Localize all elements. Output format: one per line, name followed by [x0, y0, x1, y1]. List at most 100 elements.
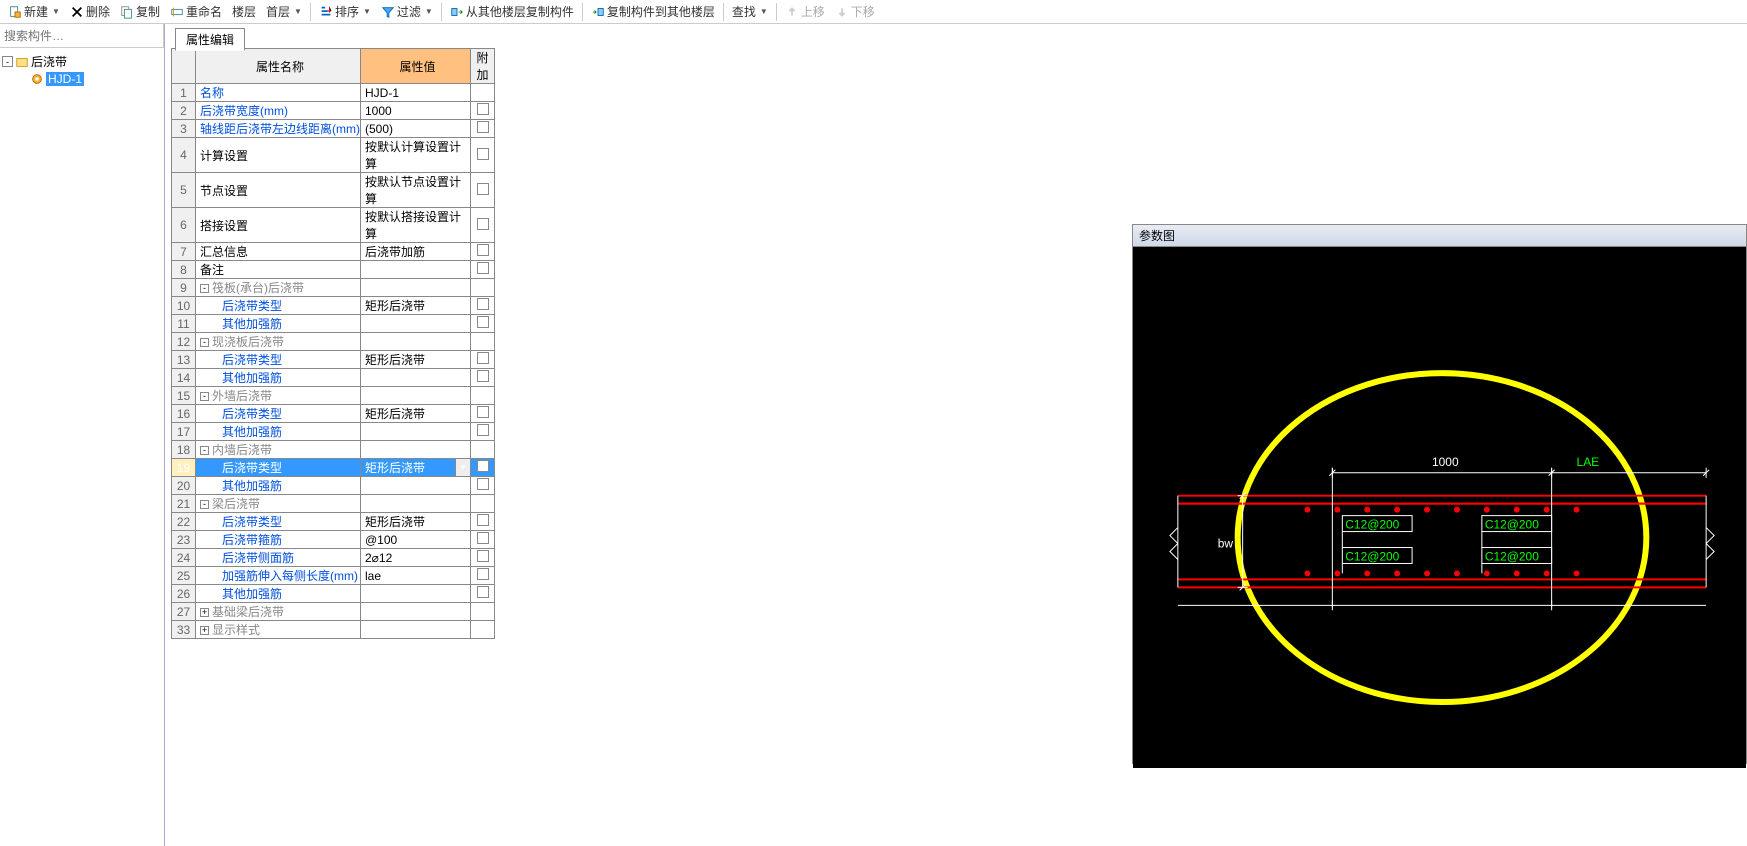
value-cell[interactable]: 1000	[361, 102, 471, 120]
table-row[interactable]: 23后浇带箍筋@100	[172, 531, 495, 549]
checkbox[interactable]	[477, 514, 489, 526]
table-row[interactable]: 2后浇带宽度(mm)1000	[172, 102, 495, 120]
table-row[interactable]: 15-外墙后浇带	[172, 387, 495, 405]
table-row[interactable]: 33+显示样式	[172, 621, 495, 639]
property-tab[interactable]: 属性编辑	[175, 28, 245, 51]
checkbox[interactable]	[477, 121, 489, 133]
table-row[interactable]: 10后浇带类型矩形后浇带	[172, 297, 495, 315]
table-row[interactable]: 16后浇带类型矩形后浇带	[172, 405, 495, 423]
rename-button[interactable]: 重命名	[166, 1, 226, 22]
value-cell[interactable]: HJD-1	[361, 84, 471, 102]
checkbox[interactable]	[477, 298, 489, 310]
move-down-button[interactable]: 下移	[831, 1, 879, 22]
checkbox[interactable]	[477, 218, 489, 230]
filter-button[interactable]: 过滤 ▼	[377, 1, 437, 22]
collapse-icon[interactable]: -	[2, 56, 13, 67]
checkbox[interactable]	[477, 316, 489, 328]
table-row[interactable]: 14其他加强筋	[172, 369, 495, 387]
group-cell[interactable]: -内墙后浇带	[196, 441, 361, 459]
checkbox[interactable]	[477, 244, 489, 256]
copy-button[interactable]: 复制	[116, 1, 164, 22]
value-cell[interactable]: 按默认节点设置计算	[361, 173, 471, 208]
group-cell[interactable]: +基础梁后浇带	[196, 603, 361, 621]
group-cell[interactable]: -现浇板后浇带	[196, 333, 361, 351]
table-row[interactable]: 1名称HJD-1	[172, 84, 495, 102]
value-cell[interactable]	[361, 585, 471, 603]
value-cell[interactable]	[361, 261, 471, 279]
table-row[interactable]: 21-梁后浇带	[172, 495, 495, 513]
copy-to-button[interactable]: 复制构件到其他楼层	[587, 1, 719, 22]
value-cell[interactable]: (500)	[361, 120, 471, 138]
checkbox[interactable]	[477, 352, 489, 364]
value-cell[interactable]: lae	[361, 567, 471, 585]
value-cell[interactable]: @100	[361, 531, 471, 549]
expand-icon[interactable]: +	[200, 608, 209, 617]
table-row[interactable]: 17其他加强筋	[172, 423, 495, 441]
checkbox[interactable]	[477, 550, 489, 562]
copy-from-button[interactable]: 从其他楼层复制构件	[446, 1, 578, 22]
table-row[interactable]: 20其他加强筋	[172, 477, 495, 495]
move-up-button[interactable]: 上移	[781, 1, 829, 22]
table-row[interactable]: 3轴线距后浇带左边线距离(mm)(500)	[172, 120, 495, 138]
checkbox[interactable]	[477, 148, 489, 160]
checkbox[interactable]	[477, 183, 489, 195]
group-cell[interactable]: -筏板(承台)后浇带	[196, 279, 361, 297]
value-cell[interactable]: 矩形后浇带	[361, 297, 471, 315]
sort-button[interactable]: 排序 ▼	[315, 1, 375, 22]
table-row[interactable]: 27+基础梁后浇带	[172, 603, 495, 621]
collapse-icon[interactable]: -	[200, 284, 209, 293]
checkbox[interactable]	[477, 460, 489, 472]
checkbox[interactable]	[477, 568, 489, 580]
table-row[interactable]: 11其他加强筋	[172, 315, 495, 333]
new-button[interactable]: 新建 ▼	[4, 1, 64, 22]
floor-button[interactable]: 楼层	[228, 1, 260, 22]
table-row[interactable]: 13后浇带类型矩形后浇带	[172, 351, 495, 369]
table-row[interactable]: 12-现浇板后浇带	[172, 333, 495, 351]
value-cell[interactable]: 按默认搭接设置计算	[361, 208, 471, 243]
table-row[interactable]: 24后浇带侧面筋2⌀12	[172, 549, 495, 567]
value-cell[interactable]: 2⌀12	[361, 549, 471, 567]
collapse-icon[interactable]: -	[200, 500, 209, 509]
collapse-icon[interactable]: -	[200, 392, 209, 401]
chevron-down-icon[interactable]: ▼	[455, 459, 470, 476]
value-cell[interactable]: 矩形后浇带▼	[361, 459, 471, 477]
delete-button[interactable]: 删除	[66, 1, 114, 22]
group-cell[interactable]: -外墙后浇带	[196, 387, 361, 405]
group-cell[interactable]: +显示样式	[196, 621, 361, 639]
value-cell[interactable]	[361, 315, 471, 333]
table-row[interactable]: 9-筏板(承台)后浇带	[172, 279, 495, 297]
tree-root[interactable]: - 后浇带	[2, 52, 162, 71]
checkbox[interactable]	[477, 370, 489, 382]
search-input[interactable]	[0, 24, 163, 47]
group-cell[interactable]: -梁后浇带	[196, 495, 361, 513]
table-row[interactable]: 8备注	[172, 261, 495, 279]
table-row[interactable]: 26其他加强筋	[172, 585, 495, 603]
value-cell[interactable]: 矩形后浇带	[361, 513, 471, 531]
checkbox[interactable]	[477, 262, 489, 274]
checkbox[interactable]	[477, 424, 489, 436]
table-row[interactable]: 4计算设置按默认计算设置计算	[172, 138, 495, 173]
table-row[interactable]: 18-内墙后浇带	[172, 441, 495, 459]
table-row[interactable]: 6搭接设置按默认搭接设置计算	[172, 208, 495, 243]
expand-icon[interactable]: +	[200, 626, 209, 635]
collapse-icon[interactable]: -	[200, 338, 209, 347]
value-cell[interactable]	[361, 423, 471, 441]
value-cell[interactable]: 按默认计算设置计算	[361, 138, 471, 173]
checkbox[interactable]	[477, 103, 489, 115]
value-cell[interactable]: 后浇带加筋	[361, 243, 471, 261]
value-cell[interactable]: 矩形后浇带	[361, 351, 471, 369]
checkbox[interactable]	[477, 532, 489, 544]
table-row[interactable]: 22后浇带类型矩形后浇带	[172, 513, 495, 531]
tree-child-hjd1[interactable]: HJD-1	[30, 71, 162, 87]
checkbox[interactable]	[477, 406, 489, 418]
checkbox[interactable]	[477, 478, 489, 490]
table-row[interactable]: 25加强筋伸入每侧长度(mm)lae	[172, 567, 495, 585]
find-button[interactable]: 查找 ▼	[728, 1, 772, 22]
checkbox[interactable]	[477, 586, 489, 598]
table-row[interactable]: 7汇总信息后浇带加筋	[172, 243, 495, 261]
value-cell[interactable]	[361, 369, 471, 387]
table-row[interactable]: 5节点设置按默认节点设置计算	[172, 173, 495, 208]
first-floor-button[interactable]: 首层 ▼	[262, 1, 306, 22]
value-cell[interactable]	[361, 477, 471, 495]
value-cell[interactable]: 矩形后浇带	[361, 405, 471, 423]
